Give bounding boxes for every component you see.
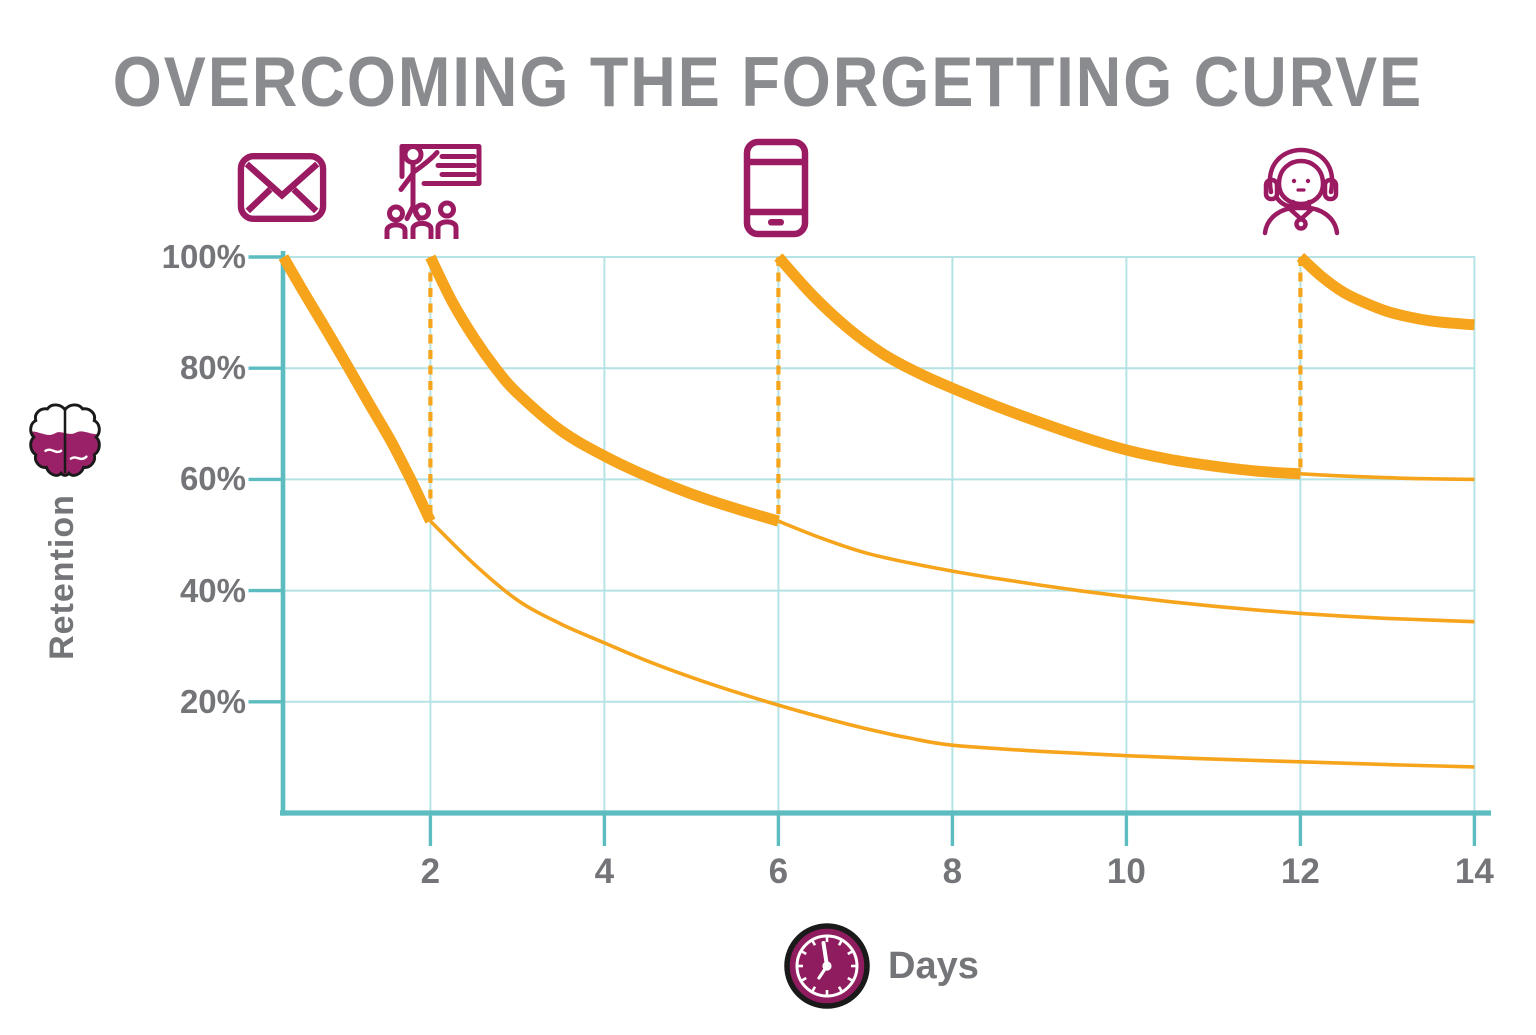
email-envelope-icon	[237, 152, 327, 223]
x-tick-label-2: 2	[420, 852, 441, 891]
retention-curves-thick	[278, 252, 1475, 527]
x-tick-label-4: 4	[594, 852, 615, 891]
curve-forgetting-without-boost-after-day2	[429, 519, 1475, 769]
mobile-phone-icon	[743, 138, 809, 238]
chart-ticks	[248, 255, 1477, 846]
y-tick-label-20: 20%	[179, 682, 246, 720]
page-title: OVERCOMING THE FORGETTING CURVE	[112, 43, 1424, 122]
clock-tick	[811, 940, 817, 946]
clock-tick	[847, 976, 853, 982]
clock-tick	[837, 986, 843, 992]
classroom-training-icon	[382, 136, 482, 239]
chart-axes	[280, 251, 1491, 816]
chart-gridlines	[283, 256, 1476, 813]
curve-forgetting-without-boost-after-day6	[777, 519, 1475, 624]
y-tick-label-80: 80%	[179, 349, 246, 387]
forgetting-curves-thin	[429, 472, 1475, 769]
y-tick-label-100: 100%	[161, 238, 246, 275]
y-tick-label-60: 60%	[179, 460, 246, 498]
clock-tick	[811, 986, 817, 992]
x-tick-label-12: 12	[1280, 852, 1320, 891]
x-tick-label-14: 14	[1454, 852, 1494, 891]
curve-boosted-decay-after-day6	[774, 253, 1301, 480]
clock-tick	[801, 950, 807, 956]
clock-tick	[837, 940, 843, 946]
x-axis-title: Days	[888, 945, 979, 987]
brain-icon	[26, 398, 104, 488]
clock-icon	[781, 920, 873, 1012]
x-tick-label-10: 10	[1106, 852, 1146, 891]
boost-dashed-lines	[428, 257, 1303, 522]
clock-tick	[801, 976, 807, 982]
curve-boosted-decay-after-day12	[1296, 252, 1475, 331]
x-tick-label-6: 6	[768, 852, 789, 891]
x-tick-label-8: 8	[942, 852, 963, 891]
support-coach-icon	[1255, 140, 1347, 236]
curve-forgetting-without-boost-after-day12	[1300, 472, 1475, 482]
curve-boosted-decay-after-day2	[425, 254, 780, 527]
y-tick-label-40: 40%	[179, 571, 246, 609]
curve-initial-learning-decay	[278, 254, 436, 524]
clock-tick-marks	[798, 937, 856, 995]
clock-tick	[847, 950, 853, 956]
